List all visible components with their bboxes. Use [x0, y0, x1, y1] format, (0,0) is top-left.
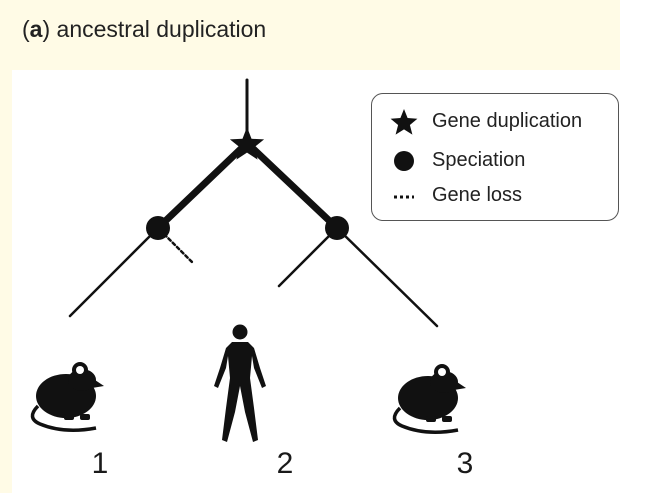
left-paralog-branch: [154, 139, 251, 232]
legend-box: Gene duplication Speciation Gene loss: [371, 93, 619, 221]
mouse-icon: [30, 362, 104, 432]
human-icon: [214, 324, 266, 442]
legend-label-gene-loss: Gene loss: [432, 184, 523, 206]
panel-title-text: ancestral duplication: [56, 16, 267, 42]
speciation-node-left-icon: [146, 216, 170, 240]
panel-letter: a: [29, 16, 43, 42]
leaf-label-3: 3: [457, 447, 474, 480]
mouse-icon: [392, 364, 466, 434]
speciation-node-right-icon: [325, 216, 349, 240]
background-tint-left: [0, 0, 12, 493]
leaf-label-2: 2: [277, 447, 294, 480]
legend-label-speciation: Speciation: [432, 149, 526, 171]
panel-title: (a) ancestral duplication: [22, 16, 267, 42]
background-tint-top: [0, 0, 620, 70]
gene-duplication-star-icon: [229, 127, 265, 160]
legend-item-speciation: Speciation: [372, 145, 618, 175]
dotted-line-icon: [394, 195, 414, 199]
leaf-label-1: 1: [92, 447, 109, 480]
branch-to-leaf-1: [68, 226, 160, 318]
branch-to-leaf-2: [277, 226, 339, 288]
legend-label-gene-duplication: Gene duplication: [432, 110, 583, 132]
branch-to-leaf-3: [335, 226, 439, 328]
star-icon: [390, 109, 418, 135]
legend-item-gene-duplication: Gene duplication: [372, 106, 618, 136]
right-paralog-branch: [243, 139, 341, 232]
circle-icon: [394, 151, 414, 171]
legend-item-gene-loss: Gene loss: [372, 180, 618, 210]
